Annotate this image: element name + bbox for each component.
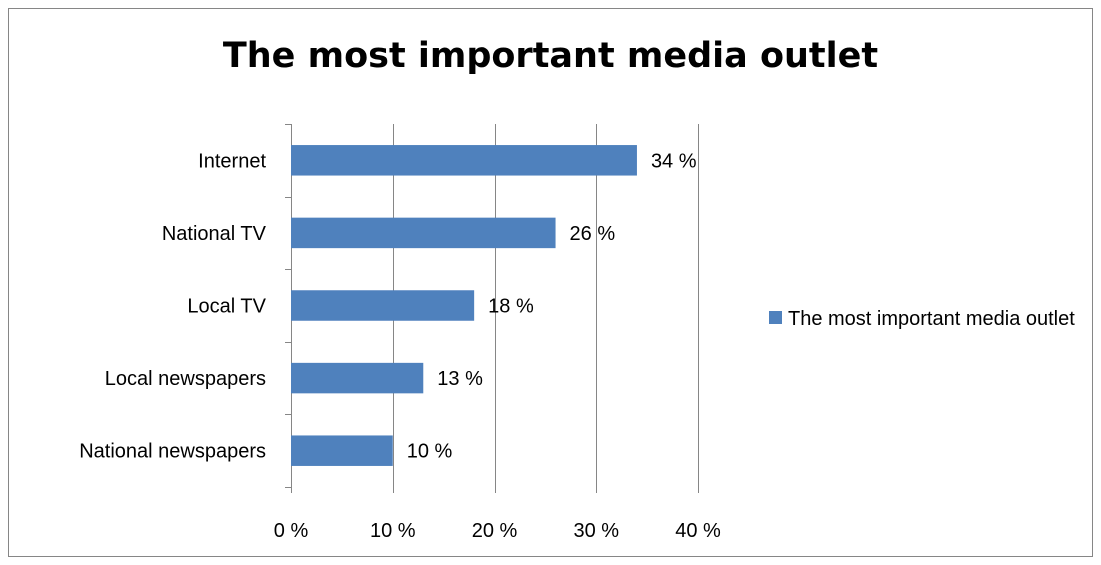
bar-0 [291, 435, 393, 466]
category-label-0: National newspapers [79, 441, 266, 463]
bar-4 [291, 145, 637, 176]
x-tick-label-40: 40 % [675, 520, 721, 542]
legend-label: The most important media outlet [788, 308, 1075, 330]
chart-title: The most important media outlet [222, 36, 879, 76]
data-label-1: 13 % [437, 368, 483, 390]
data-label-4: 34 % [651, 150, 697, 172]
x-tick-label-10: 10 % [370, 520, 416, 542]
x-tick-label-30: 30 % [573, 520, 619, 542]
category-label-3: National TV [162, 223, 267, 245]
data-label-3: 26 % [570, 223, 616, 245]
bar-2 [291, 290, 475, 321]
bar-3 [291, 217, 556, 249]
chart-frame [8, 8, 1093, 557]
x-tick-label-20: 20 % [472, 520, 518, 542]
bar-1 [291, 362, 424, 394]
category-label-2: Local TV [187, 296, 266, 318]
data-label-0: 10 % [407, 441, 453, 463]
legend-swatch [769, 311, 782, 324]
data-label-2: 18 % [488, 296, 534, 318]
category-label-4: Internet [198, 150, 266, 172]
x-tick-label-0: 0 % [274, 520, 309, 542]
legend: The most important media outlet [769, 304, 1089, 334]
category-label-1: Local newspapers [105, 368, 266, 390]
